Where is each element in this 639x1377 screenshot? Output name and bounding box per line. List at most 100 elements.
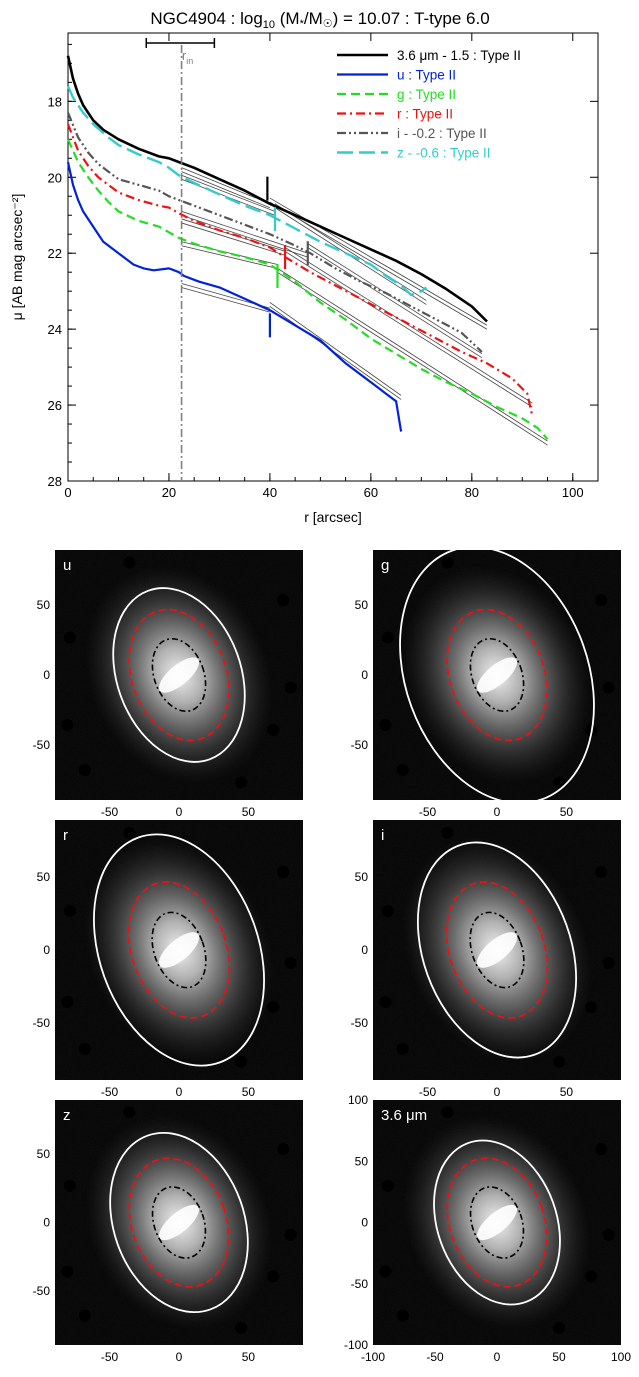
panel-y-tick-label: 0 [361,943,368,957]
inner-ellipse [151,911,207,989]
axis-ticks: 0 20 40 60 80 100 18 20 22 24 26 28 [48,33,599,500]
series-line [66,138,549,440]
legend-entry: g : Type II [397,87,456,102]
profile-series [66,55,549,440]
y-tick-label: 18 [48,94,62,109]
x-tick-label: 20 [162,485,176,500]
masked-source [235,1321,247,1334]
panel-x-tick-label: 0 [176,1350,183,1364]
legend-entry: i - -0.2 : Type II [397,126,487,141]
outer-ellipse [433,1139,561,1306]
fit-line [181,287,271,313]
masked-source [381,631,394,644]
panel-x-tick-label: -50 [101,1085,119,1099]
plot-frame [67,32,599,482]
legend-entry: z - -0.6 : Type II [397,146,491,161]
panel-y-tick-label: 0 [361,1216,368,1230]
outer-ellipse [109,1131,249,1314]
masked-source [595,594,608,606]
panel-y-tick-label: -50 [33,738,51,752]
galaxy-bar [476,932,518,968]
panel-band-label: r [63,827,68,844]
galaxy-bar [158,932,200,968]
masked-source [63,905,76,917]
masked-source [63,631,76,644]
legend-entry: 3.6 μm - 1.5 : Type II [397,48,521,63]
inner-ellipse [469,637,525,713]
panel-x-tick-label: 50 [560,1085,574,1099]
panel-x-tick-label: 0 [176,1085,183,1099]
panel-y-tick-label: -50 [33,1284,51,1298]
panel-y-tick-label: 0 [43,668,50,682]
fit-line [181,174,276,212]
masked-source [396,1042,409,1055]
y-tick-label: 24 [48,322,62,337]
image-panel-1: u -50 0 50 50 0 -50 [33,550,303,819]
panel-y-tick-label: -50 [351,738,369,752]
break-markers [266,176,309,338]
series-line [66,123,534,417]
panel-y-tick-label: -50 [351,1016,369,1030]
series-line [66,112,483,353]
inner-ellipse [151,1186,207,1259]
masked-source [441,556,454,569]
fit-line [181,214,308,258]
r-in-label: rin [182,48,193,66]
panel-band-label: i [381,827,384,844]
galaxy-bar [158,1204,200,1241]
image-panel-3: r -50 0 50 50 0 -50 [33,820,303,1099]
masked-source [277,866,290,878]
x-axis-label: r [arcsec] [304,509,362,525]
fit-line [307,247,483,359]
y-tick-label: 20 [48,170,62,185]
panel-x-tick-label: 50 [560,805,574,819]
panel-y-tick-label: -50 [33,1016,51,1030]
x-tick-label: 60 [364,485,378,500]
fit-line [181,167,271,205]
image-panel-5: z -50 0 50 50 0 -50 [33,1100,303,1364]
y-tick-label: 22 [48,246,62,261]
panel-x-tick-label: -50 [419,1085,437,1099]
panel-x-tick-label: -50 [101,805,119,819]
masked-source [123,556,136,569]
legend-entry: u : Type II [397,68,456,83]
fit-line [181,222,286,256]
outer-ellipse [416,841,578,1059]
legend-entry: r : Type II [397,107,453,122]
masked-source [277,594,290,606]
panel-y-tick-label: 50 [37,1147,51,1161]
panel-y-tick-label: 0 [43,943,50,957]
masked-source [61,1265,74,1278]
masked-source [284,681,297,694]
masked-source [595,1143,608,1155]
fit-line [277,271,548,446]
fit-line [284,251,533,408]
galaxy-bar [476,1204,518,1241]
masked-source [78,764,91,776]
panel-x-tick-label: -100 [361,1350,385,1364]
fit-lines [181,167,548,446]
panel-x-tick-label: 0 [494,805,501,819]
panel-x-tick-label: 0 [176,805,183,819]
panel-y-tick-label: 50 [355,598,369,612]
masked-source [284,957,297,969]
masked-source [267,724,280,736]
masked-source [267,1001,280,1014]
masked-source [78,1309,91,1322]
y-tick-label: 28 [48,474,62,489]
fit-line [269,302,402,396]
inner-ellipse [469,911,525,989]
galaxy-bar [158,657,200,693]
image-panel-6: 3.6 μm -100 -50 0 50 100 100 50 0 -50 -100 [344,1093,631,1364]
masked-source [441,827,454,839]
inner-ellipse [151,637,207,713]
panel-x-tick-label: 100 [611,1350,631,1364]
series-line [66,85,428,297]
panel-x-tick-label: -50 [101,1350,119,1364]
masked-source [602,1228,615,1241]
panel-x-tick-label: 50 [242,1085,256,1099]
panel-x-tick-label: 50 [242,1350,256,1364]
masked-source [602,957,615,969]
